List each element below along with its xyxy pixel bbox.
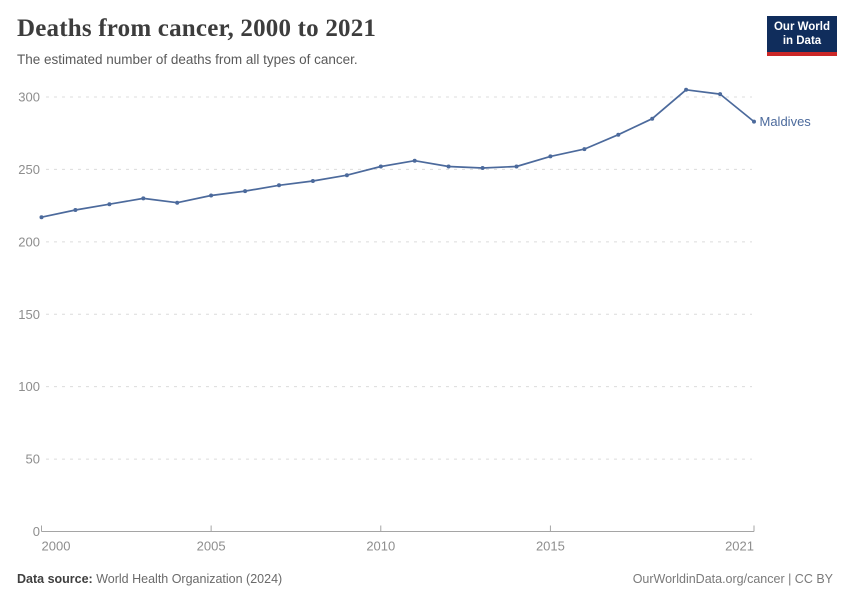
data-point-2013[interactable] <box>480 166 485 170</box>
chart-footer: Data source: World Health Organization (… <box>17 572 833 586</box>
x-tick-label-2010: 2010 <box>366 539 395 554</box>
data-point-2018[interactable] <box>650 116 655 121</box>
data-point-2010[interactable] <box>378 164 383 169</box>
owid-logo[interactable]: Our World in Data <box>767 16 837 56</box>
data-point-2009[interactable] <box>344 173 349 178</box>
data-point-2015[interactable] <box>548 154 553 159</box>
y-tick-label-200: 200 <box>18 234 40 249</box>
chart-subtitle: The estimated number of deaths from all … <box>17 52 358 67</box>
owid-logo-line2: in Data <box>782 34 822 47</box>
x-tick-label-2015: 2015 <box>536 539 565 554</box>
owid-logo-line1: Our World <box>773 21 830 33</box>
data-point-2006[interactable] <box>243 189 248 194</box>
data-point-2014[interactable] <box>514 164 519 169</box>
data-point-2001[interactable] <box>73 208 78 212</box>
x-tick-label-2000: 2000 <box>42 539 71 554</box>
data-point-2002[interactable] <box>107 202 112 207</box>
data-source-value: World Health Organization (2024) <box>96 572 283 586</box>
data-point-2000[interactable] <box>39 215 44 220</box>
data-point-2021[interactable] <box>752 119 756 124</box>
series-label-maldives: Maldives <box>760 114 812 129</box>
data-source-note: Data source: World Health Organization (… <box>17 572 282 586</box>
y-tick-label-100: 100 <box>18 379 40 394</box>
y-tick-label-0: 0 <box>33 524 40 539</box>
data-point-2020[interactable] <box>718 92 723 97</box>
chart-title: Deaths from cancer, 2000 to 2021 <box>17 15 377 42</box>
credit-link[interactable]: OurWorldinData.org/cancer | CC BY <box>632 572 833 586</box>
data-point-2004[interactable] <box>175 200 180 205</box>
y-tick-label-300: 300 <box>18 90 40 105</box>
data-point-2017[interactable] <box>616 132 621 137</box>
data-point-2003[interactable] <box>141 196 146 201</box>
y-tick-label-50: 50 <box>26 452 40 467</box>
data-point-2008[interactable] <box>310 179 315 183</box>
y-tick-label-250: 250 <box>18 162 40 177</box>
data-point-2016[interactable] <box>582 147 587 152</box>
x-tick-label-2005: 2005 <box>197 539 226 554</box>
x-tick-label-2021: 2021 <box>725 539 754 554</box>
data-point-2019[interactable] <box>684 87 689 92</box>
data-point-2005[interactable] <box>209 193 214 198</box>
series-line-maldives[interactable] <box>40 88 755 219</box>
chart-header: Deaths from cancer, 2000 to 2021 The est… <box>0 0 850 72</box>
data-point-2007[interactable] <box>277 183 281 188</box>
data-point-2012[interactable] <box>446 164 451 169</box>
y-tick-label-150: 150 <box>18 307 40 322</box>
data-source-label: Data source: <box>17 572 93 586</box>
data-point-2011[interactable] <box>412 158 417 163</box>
